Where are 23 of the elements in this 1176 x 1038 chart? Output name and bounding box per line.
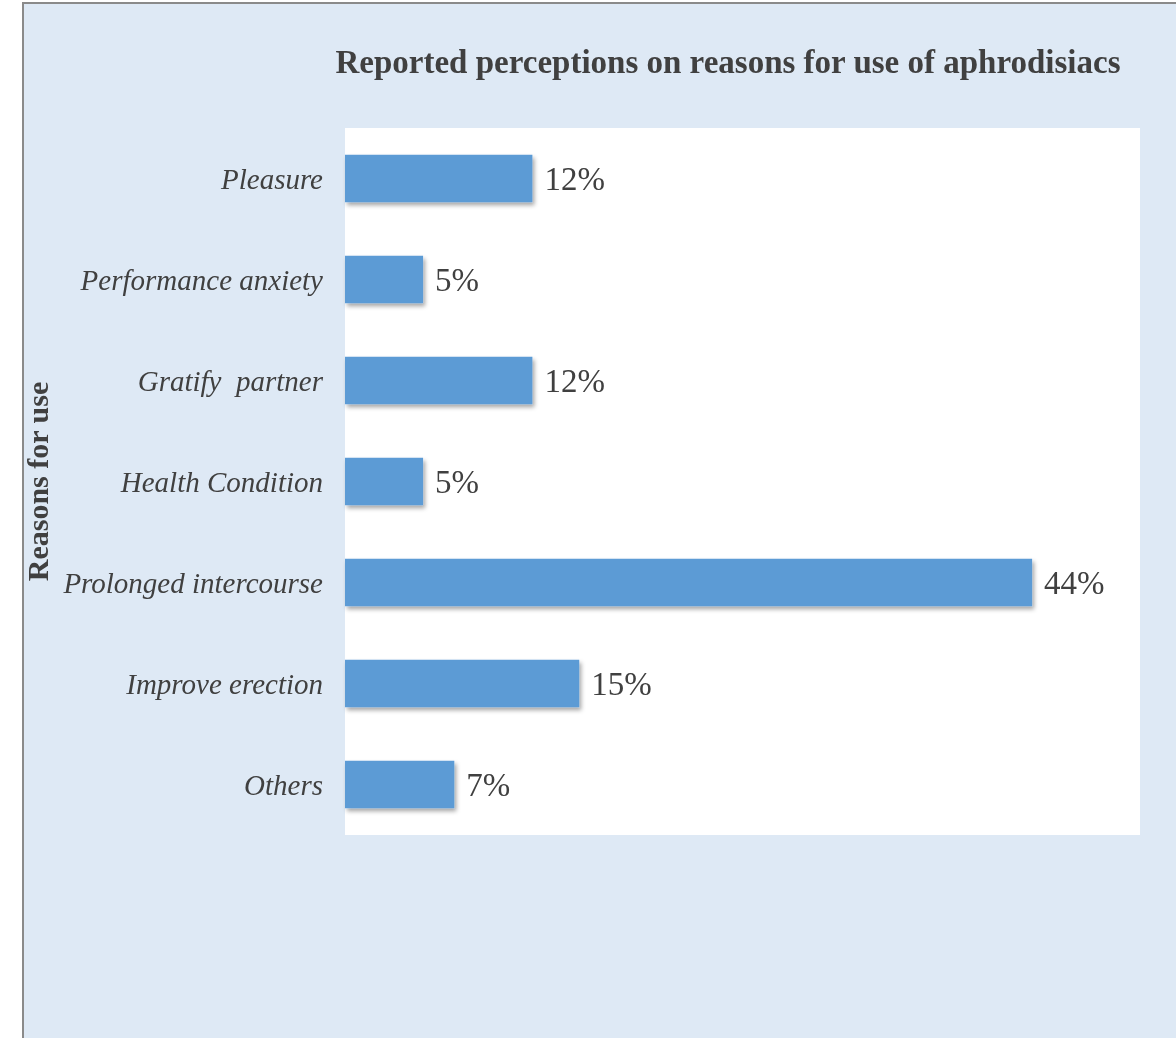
y-tick-label: Gratify partner — [137, 364, 324, 397]
data-label: 12% — [544, 362, 605, 399]
bar — [345, 356, 533, 405]
y-tick-label: Others — [244, 768, 323, 801]
y-tick-label: Pleasure — [219, 162, 324, 195]
data-label: 5% — [435, 261, 480, 298]
bar — [345, 760, 455, 809]
bar — [345, 154, 533, 203]
bar — [345, 255, 424, 304]
y-axis-title: Reasons for use — [20, 381, 54, 582]
data-label: 44% — [1044, 564, 1105, 601]
chart-title: Reported perceptions on reasons for use of aphrodisiacs — [335, 43, 1121, 80]
bar — [345, 558, 1033, 607]
data-label: 12% — [544, 160, 605, 197]
data-label: 15% — [591, 665, 652, 702]
y-tick-label: Performance anxiety — [79, 263, 324, 296]
bar — [345, 659, 580, 708]
y-tick-label: Improve erection — [125, 667, 323, 700]
y-tick-label: Health Condition — [119, 465, 323, 498]
data-label: 5% — [435, 463, 480, 500]
bar — [345, 457, 424, 506]
data-label: 7% — [466, 766, 511, 803]
y-tick-label: Prolonged intercourse — [62, 566, 324, 599]
